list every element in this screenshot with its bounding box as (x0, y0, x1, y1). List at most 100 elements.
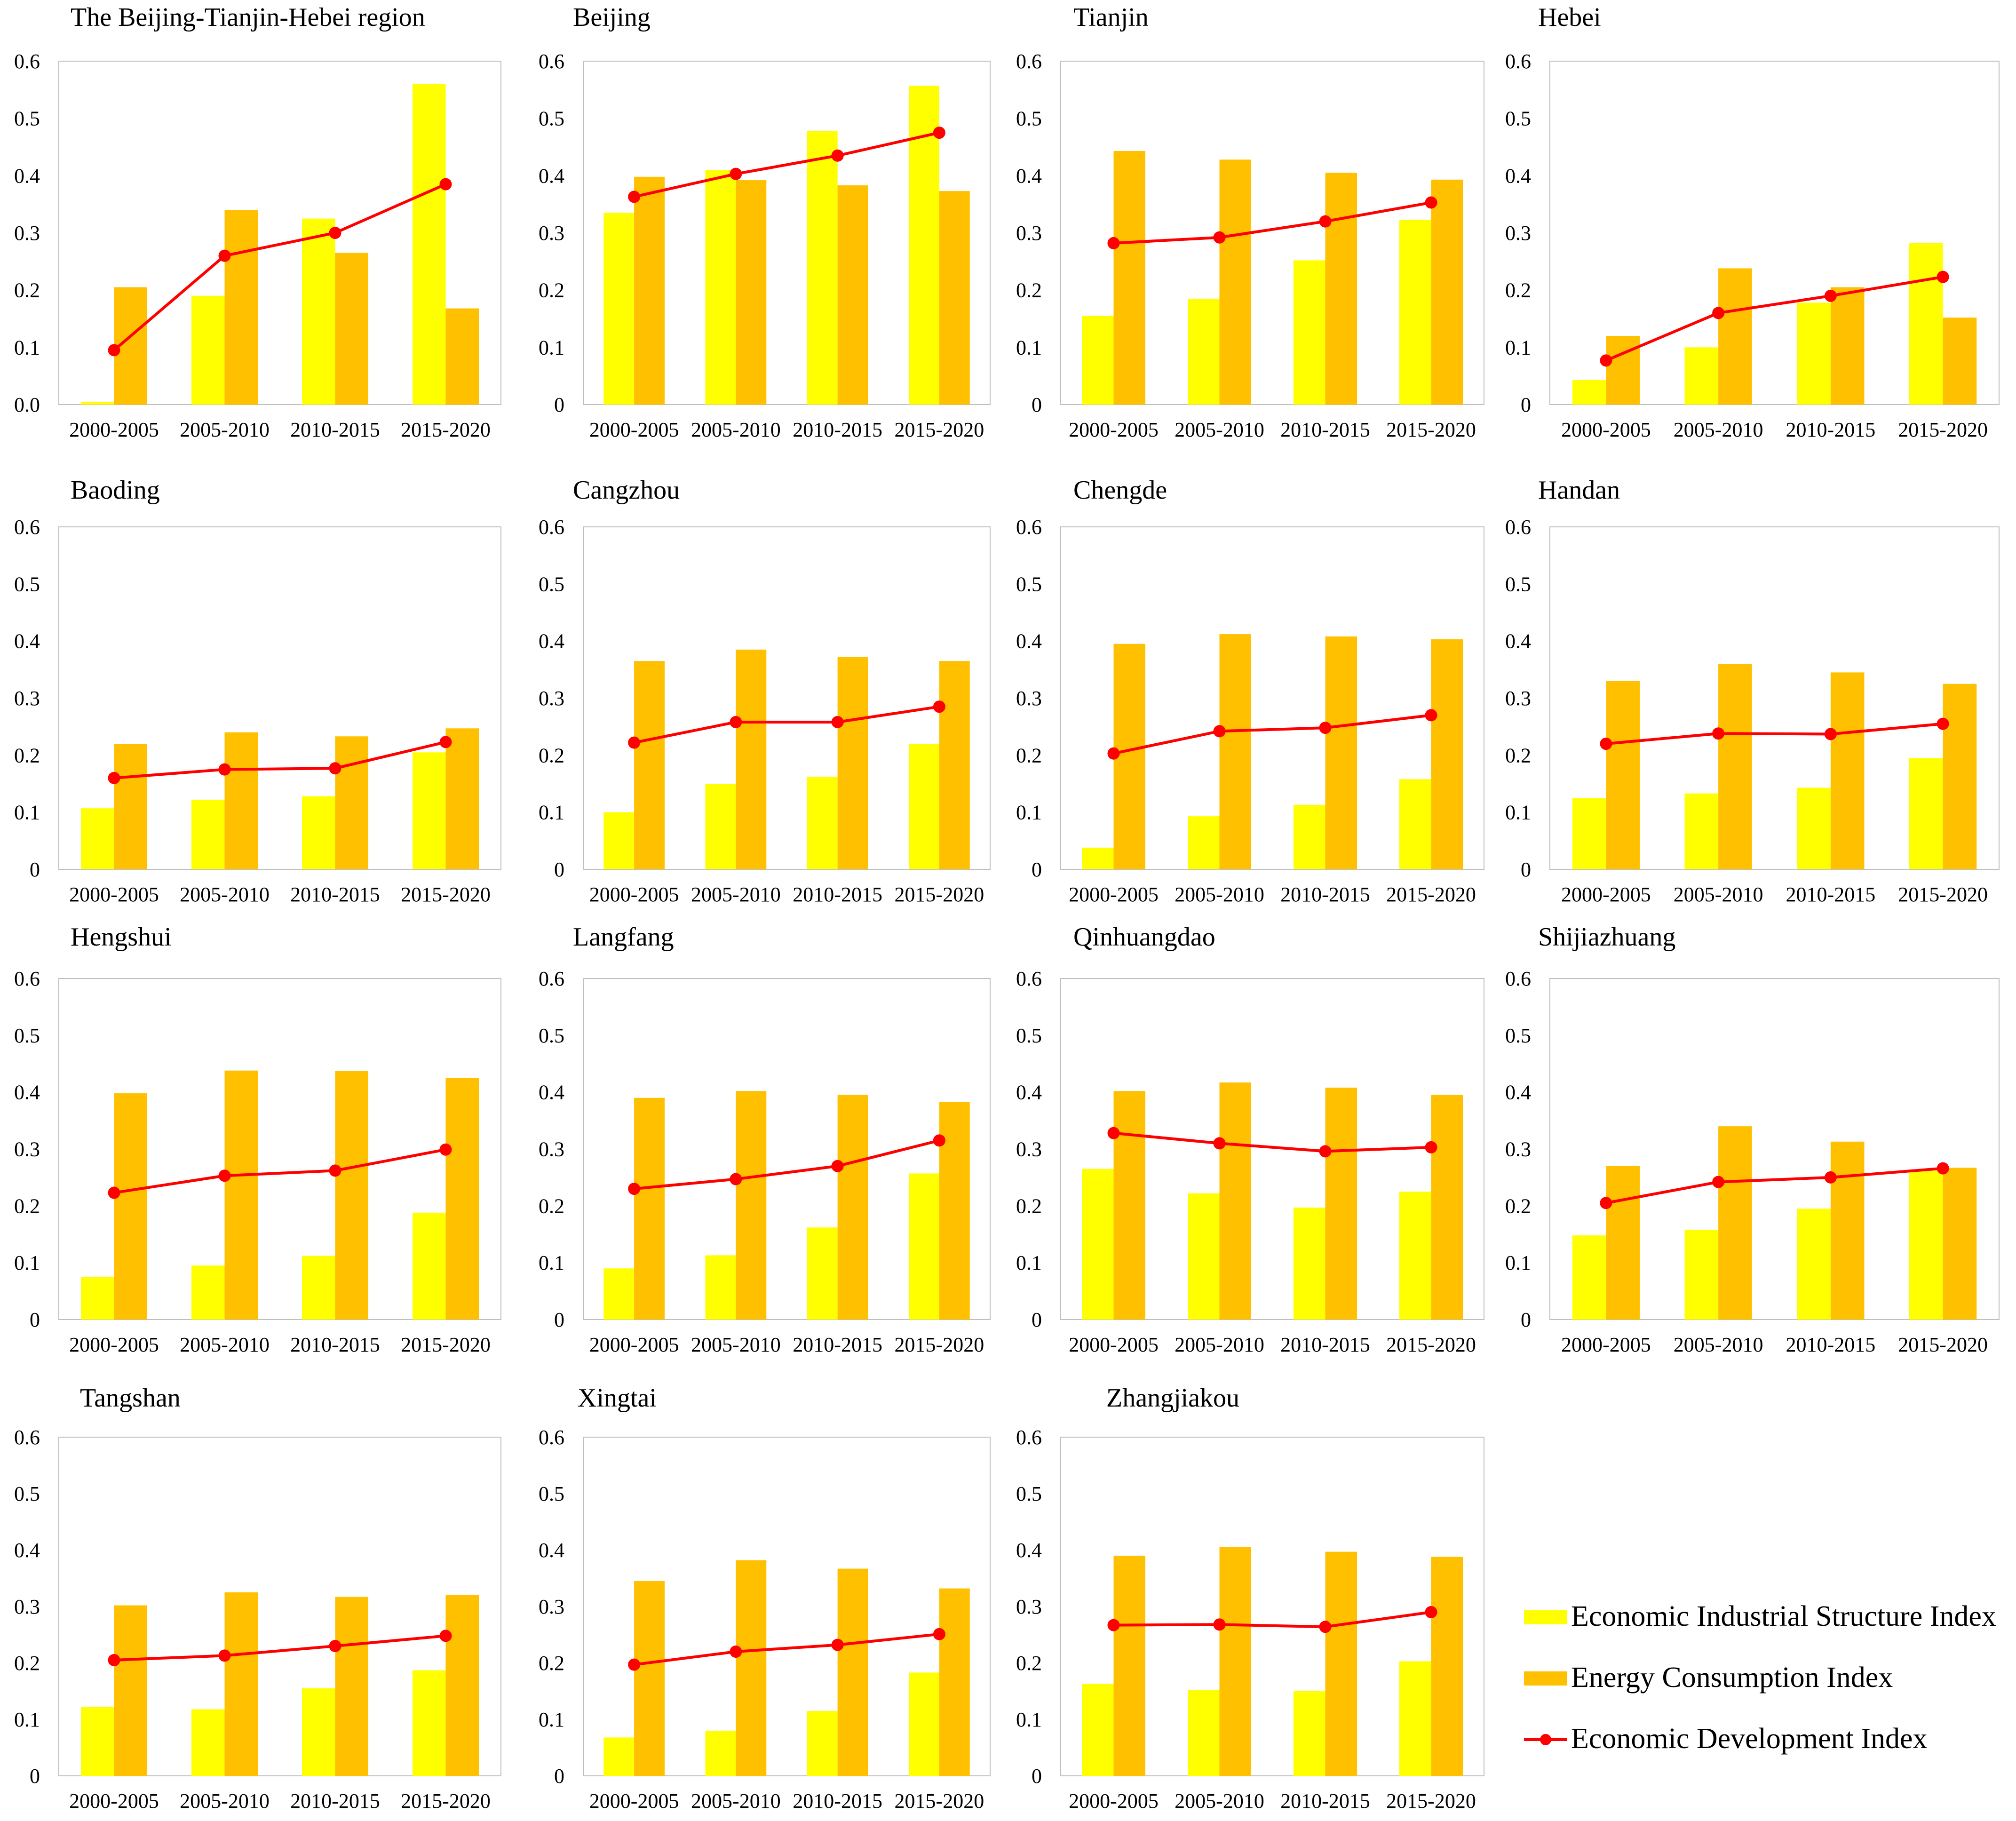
chart-panel-13: Tangshan 0 0.1 0.2 0.3 0.4 0.5 0.6 2000-2005 2005… (14, 1384, 501, 1813)
bar-energy-consumption (1943, 1168, 1977, 1320)
chart-title: Chengde (1073, 476, 1167, 505)
bar-energy-consumption (1606, 336, 1640, 405)
legend-item-energy: Energy Consumption Index (1524, 1658, 2013, 1696)
bar-energy-consumption (1431, 1095, 1463, 1320)
bar-industrial-structure (302, 1256, 335, 1320)
bar-industrial-structure (302, 796, 335, 869)
x-tick-label: 2005-2010 (691, 883, 781, 906)
y-tick-label: 0 (30, 1308, 40, 1331)
bar-energy-consumption (837, 1095, 868, 1320)
y-tick-label: 0.5 (14, 1024, 40, 1047)
y-tick-label: 0.3 (14, 1595, 40, 1618)
y-tick-label: 0 (554, 1308, 564, 1331)
legend-label-development: Economic Development Index (1571, 1723, 1928, 1755)
plot-frame (583, 61, 991, 405)
plot-frame (58, 1437, 501, 1776)
x-tick-label: 2010-2015 (793, 418, 882, 441)
y-tick-label: 0 (1521, 393, 1531, 416)
point-economic-development (831, 1160, 844, 1172)
bar-energy-consumption (1431, 1557, 1463, 1776)
x-tick-label: 2005-2010 (1175, 883, 1264, 906)
legend-marker-development (1540, 1734, 1551, 1745)
point-economic-development (1107, 237, 1120, 249)
point-economic-development (329, 1640, 341, 1652)
bar-industrial-structure (1572, 798, 1606, 869)
line-economic-development (1113, 1611, 1431, 1629)
y-tick-label: 0.1 (1016, 336, 1042, 359)
x-tick-label: 2015-2020 (895, 418, 984, 441)
x-tick-label: 2010-2015 (290, 883, 380, 906)
bar-energy-consumption (224, 1592, 258, 1776)
line-economic-development (634, 1139, 940, 1191)
y-tick-label: 0.4 (14, 164, 40, 187)
plot-frame (583, 1437, 991, 1776)
bar-industrial-structure (1797, 1209, 1831, 1320)
bar-industrial-structure (1909, 243, 1943, 405)
bar-industrial-structure (302, 1688, 335, 1776)
bar-energy-consumption (1431, 639, 1463, 869)
y-tick-label: 0.6 (539, 1426, 564, 1449)
y-tick-label: 0.4 (14, 630, 40, 653)
x-tick-label: 2000-2005 (589, 418, 679, 441)
x-tick-label: 2010-2015 (290, 418, 380, 441)
point-economic-development (1107, 1127, 1120, 1139)
y-tick-label: 0.3 (539, 1595, 564, 1618)
y-tick-label: 0.1 (1505, 1251, 1531, 1274)
y-tick-label: 0.4 (539, 164, 564, 187)
bar-industrial-structure (302, 218, 335, 405)
bar-industrial-structure (191, 1265, 225, 1320)
bar-industrial-structure (1909, 758, 1943, 869)
bar-energy-consumption (224, 732, 258, 869)
chart-panel-7: Chengde 0 0.1 0.2 0.3 0.4 0.5 0.6 2000-2005 2005-… (1016, 476, 1484, 906)
legend-item-development: Economic Development Index (1524, 1719, 2013, 1757)
chart-panel-12: Shijiazhuang 0 0.1 0.2 0.3 0.4 0.5 0.6 2000-2005… (1505, 922, 2000, 1356)
bar-industrial-structure (191, 1709, 225, 1776)
bar-industrial-structure (1188, 298, 1220, 405)
y-tick-label: 0.1 (1505, 336, 1531, 359)
point-economic-development (1937, 270, 1949, 283)
chart-title: Beijing (573, 3, 651, 32)
point-economic-development (831, 1638, 844, 1651)
bar-energy-consumption (445, 728, 479, 869)
chart-title: Langfang (573, 922, 674, 952)
x-tick-label: 2000-2005 (1561, 1333, 1651, 1356)
bar-energy-consumption (939, 661, 970, 869)
point-economic-development (1600, 354, 1612, 367)
line-economic-development (1113, 201, 1432, 245)
bar-industrial-structure (1797, 787, 1831, 869)
bar-energy-consumption (939, 1102, 970, 1320)
line-economic-development (634, 1632, 940, 1666)
point-economic-development (218, 249, 231, 262)
bar-industrial-structure (909, 1672, 939, 1776)
y-tick-label: 0.5 (539, 573, 564, 596)
chart-panel-9: Hengshui 0 0.1 0.2 0.3 0.4 0.5 0.6 2000-2005 2005… (14, 922, 501, 1356)
chart-title: Tianjin (1073, 3, 1149, 32)
x-tick-label: 2005-2010 (691, 418, 781, 441)
plot-frame (1549, 61, 2000, 405)
bar-industrial-structure (1294, 804, 1325, 869)
bar-industrial-structure (1294, 1691, 1325, 1776)
y-tick-label: 0.5 (539, 107, 564, 130)
bar-industrial-structure (603, 1268, 635, 1320)
bar-energy-consumption (224, 210, 258, 405)
x-tick-label: 2000-2005 (69, 418, 159, 441)
chart-title: Qinhuangdao (1073, 922, 1215, 952)
plot-frame (1549, 978, 2000, 1320)
point-economic-development (439, 178, 452, 191)
chart-title: The Beijing-Tianjin-Hebei region (71, 3, 425, 32)
plot-frame (1060, 526, 1484, 870)
y-tick-label: 0.6 (1016, 967, 1042, 990)
chart-panel-6: Cangzhou 0 0.1 0.2 0.3 0.4 0.5 0.6 2000-2005 2005… (539, 476, 991, 906)
bar-industrial-structure (1188, 1193, 1220, 1320)
plot-frame (583, 978, 991, 1320)
y-tick-label: 0.2 (1505, 1194, 1531, 1217)
point-economic-development (1712, 307, 1725, 319)
y-tick-label: 0.6 (1505, 967, 1531, 990)
x-tick-label: 2005-2010 (691, 1789, 781, 1813)
y-tick-label: 0.6 (1505, 50, 1531, 73)
y-tick-label: 0.3 (539, 687, 564, 710)
point-economic-development (933, 127, 945, 139)
bar-energy-consumption (634, 176, 665, 405)
x-tick-label: 2010-2015 (793, 1789, 882, 1813)
